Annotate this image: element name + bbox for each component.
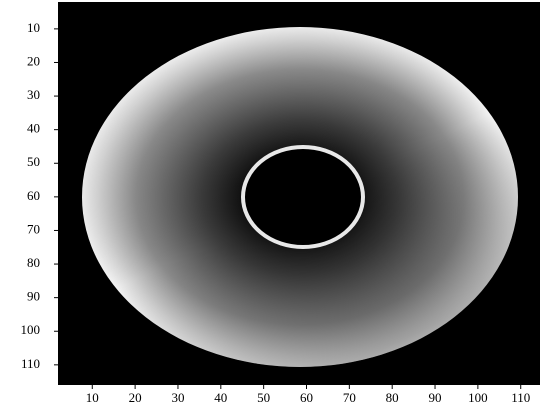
y-tick-label: 30 bbox=[27, 87, 40, 102]
x-tick-label: 80 bbox=[386, 390, 399, 405]
chart: 10 20 30 40 50 60 70 80 90 100 110 10 20 30 40 50 60 70 80… bbox=[0, 0, 540, 410]
x-tick-label: 60 bbox=[300, 390, 313, 405]
x-tick-label: 20 bbox=[129, 390, 142, 405]
y-tick-label: 10 bbox=[27, 20, 40, 35]
y-tick-label: 60 bbox=[27, 188, 40, 203]
y-tick-label: 80 bbox=[27, 255, 40, 270]
x-tick-label: 100 bbox=[468, 390, 488, 405]
y-tick-label: 70 bbox=[27, 221, 40, 236]
x-tick-label: 50 bbox=[257, 390, 270, 405]
x-tick-label: 40 bbox=[214, 390, 227, 405]
y-tick-label: 20 bbox=[27, 53, 40, 68]
y-tick-label: 50 bbox=[27, 154, 40, 169]
x-tick-label: 10 bbox=[86, 390, 99, 405]
x-tick-label: 110 bbox=[511, 390, 530, 405]
x-tick-label: 90 bbox=[429, 390, 442, 405]
y-tick-label: 90 bbox=[27, 289, 40, 304]
inner-ring bbox=[243, 147, 363, 247]
y-tick-label: 110 bbox=[21, 356, 40, 371]
image bbox=[58, 2, 540, 385]
y-tick-label: 40 bbox=[27, 121, 40, 136]
y-tick-label: 100 bbox=[21, 322, 41, 337]
x-tick-label: 70 bbox=[343, 390, 356, 405]
x-tick-label: 30 bbox=[171, 390, 184, 405]
